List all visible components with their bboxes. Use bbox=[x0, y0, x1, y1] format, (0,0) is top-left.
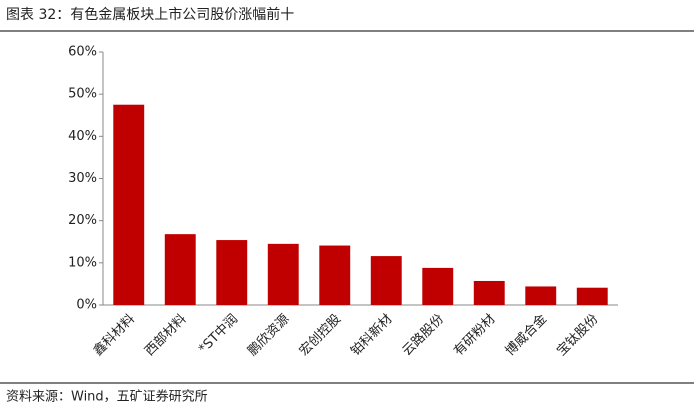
bar bbox=[525, 286, 557, 305]
x-tick-label: 云路股份 bbox=[399, 311, 447, 359]
x-tick-label: 铂科新材 bbox=[347, 311, 395, 359]
bar bbox=[113, 104, 145, 305]
y-tick-label: 30% bbox=[68, 171, 97, 186]
x-tick-label: *ST中润 bbox=[196, 312, 241, 357]
x-tick-label: 宏创控股 bbox=[297, 312, 344, 359]
y-tick-label: 50% bbox=[68, 87, 97, 102]
y-tick-label: 60% bbox=[68, 45, 97, 60]
bar bbox=[164, 234, 196, 305]
bar bbox=[422, 267, 454, 305]
source-note: 资料来源：Wind，五矿证券研究所 bbox=[6, 389, 208, 405]
chart-title: 图表 32：有色金属板块上市公司股价涨幅前十 bbox=[6, 6, 294, 23]
bar bbox=[267, 243, 299, 305]
bar bbox=[319, 245, 351, 305]
y-tick-label: 40% bbox=[68, 129, 97, 144]
x-tick-label: 西部材料 bbox=[142, 312, 189, 359]
x-tick-label: 鹏欣资源 bbox=[245, 312, 292, 359]
x-tick-label: 有研粉材 bbox=[451, 312, 498, 359]
bar bbox=[473, 280, 505, 305]
bar bbox=[370, 256, 402, 305]
y-tick-label: 20% bbox=[68, 213, 97, 228]
x-tick-label: 博威合金 bbox=[502, 311, 550, 359]
y-tick-label: 0% bbox=[76, 298, 97, 313]
bar bbox=[216, 240, 248, 305]
bar bbox=[576, 287, 608, 305]
y-tick-label: 10% bbox=[68, 255, 97, 270]
x-tick-label: 宝钛股份 bbox=[554, 312, 601, 359]
x-tick-label: 鑫科材料 bbox=[90, 311, 138, 359]
